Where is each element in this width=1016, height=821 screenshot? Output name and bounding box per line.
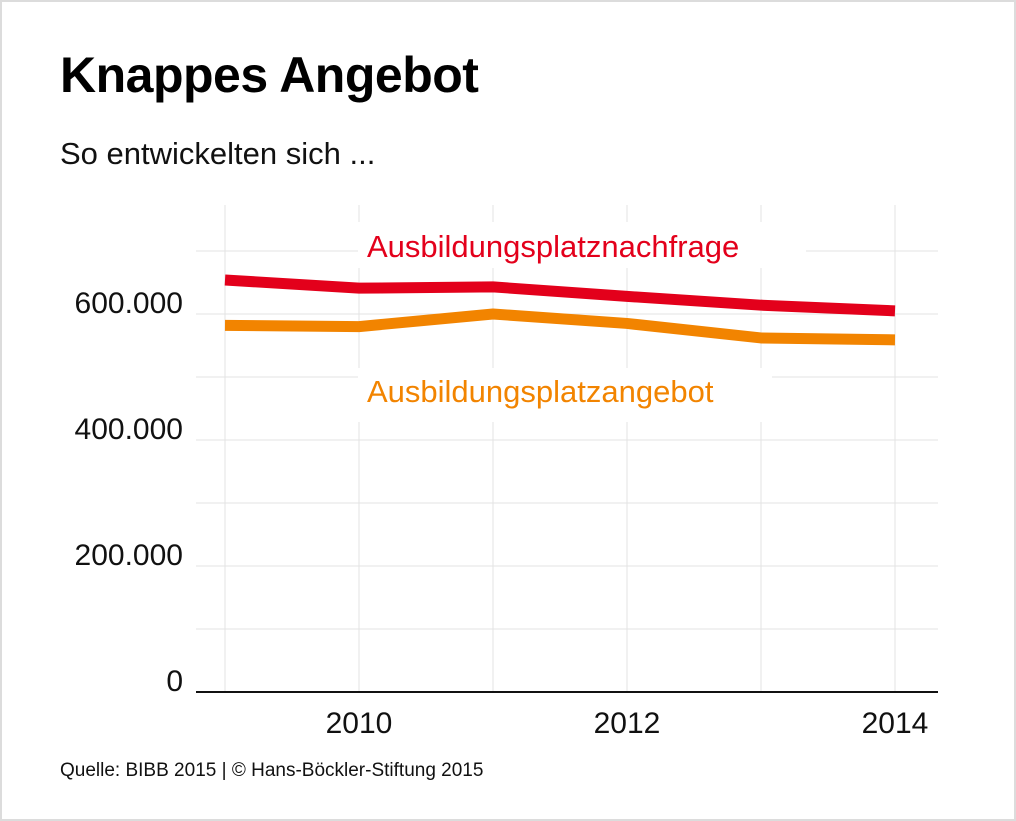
y-tick-label: 200.000 xyxy=(75,539,183,572)
y-tick-label: 0 xyxy=(166,665,183,698)
series-line-nachfrage xyxy=(224,274,896,317)
x-tick-label: 2010 xyxy=(326,707,393,740)
series-label-angebot: Ausbildungsplatzangebot xyxy=(367,374,714,409)
series-lines xyxy=(224,274,896,346)
chart-title: Knappes Angebot xyxy=(60,47,479,103)
source-note: Quelle: BIBB 2015 | © Hans-Böckler-Stift… xyxy=(60,760,484,781)
y-tick-label: 400.000 xyxy=(75,413,183,446)
x-tick-label: 2014 xyxy=(862,707,929,740)
chart-subtitle: So entwickelten sich ... xyxy=(60,136,376,171)
series-line-angebot xyxy=(224,308,896,346)
y-tick-labels: 0 200.000 400.000 600.000 xyxy=(75,287,183,698)
series-label-background xyxy=(358,368,772,422)
series-labels: Ausbildungsplatznachfrage Ausbildungsplat… xyxy=(358,222,806,422)
grid-lines xyxy=(196,205,938,692)
series-label-background xyxy=(358,222,806,268)
x-tick-labels: 2010 2012 2014 xyxy=(326,707,929,740)
series-label-nachfrage: Ausbildungsplatznachfrage xyxy=(367,229,739,264)
y-tick-label: 600.000 xyxy=(75,287,183,320)
x-tick-label: 2012 xyxy=(594,707,661,740)
